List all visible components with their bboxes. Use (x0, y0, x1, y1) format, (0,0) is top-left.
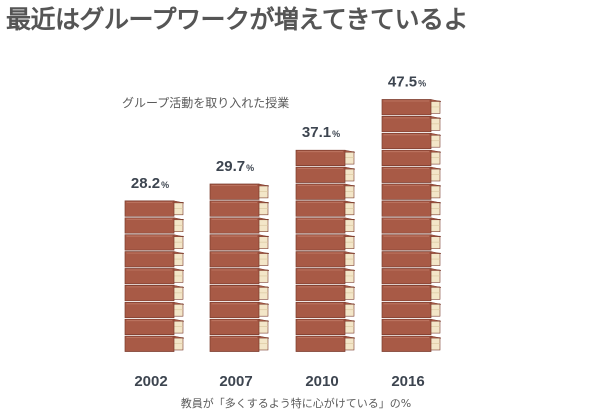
book (295, 200, 356, 217)
book (209, 251, 270, 268)
book (381, 149, 442, 166)
page-title: 最近はグループワークが増えてきているよ (6, 5, 469, 34)
chart-footnote: 教員が「多くするよう特に心がけている」の% (180, 397, 412, 410)
book (209, 234, 270, 251)
book (124, 301, 185, 319)
book (381, 183, 442, 200)
book (124, 318, 185, 335)
book (381, 234, 442, 251)
book (381, 335, 442, 352)
book (295, 149, 356, 166)
book (209, 183, 270, 200)
bar-2010 (295, 149, 356, 352)
value-label-2010: 37.1% (302, 124, 340, 141)
book (295, 251, 356, 268)
book (381, 285, 442, 302)
book (381, 116, 442, 133)
book (381, 200, 442, 217)
book (381, 251, 442, 268)
bar-2007 (209, 183, 270, 352)
tick-label-2016: 2016 (391, 373, 424, 390)
book (295, 301, 356, 319)
book (124, 335, 185, 352)
tick-label-2007: 2007 (219, 373, 252, 390)
tick-label-2002: 2002 (134, 373, 167, 390)
chart-subtitle: グループ活動を取り入れた授業 (122, 96, 290, 110)
book (124, 285, 185, 302)
book (124, 251, 185, 268)
book (381, 217, 442, 234)
book (209, 200, 270, 217)
book (381, 318, 442, 335)
bar-2016 (381, 99, 442, 352)
book (124, 268, 185, 285)
book (295, 318, 356, 335)
book (381, 99, 442, 116)
bar-2002 (124, 200, 185, 352)
book (381, 301, 442, 319)
value-label-2007: 29.7% (216, 158, 254, 175)
book (381, 166, 442, 183)
book (209, 335, 270, 352)
book (124, 217, 185, 234)
book (295, 166, 356, 183)
book (295, 285, 356, 302)
book (295, 335, 356, 352)
book (124, 200, 185, 217)
book (295, 234, 356, 251)
book (209, 268, 270, 285)
book (124, 234, 185, 251)
book (381, 132, 442, 150)
book (209, 217, 270, 234)
book (209, 285, 270, 302)
tick-label-2010: 2010 (305, 373, 338, 390)
book (209, 318, 270, 335)
book (295, 183, 356, 200)
book (295, 217, 356, 234)
value-label-2016: 47.5% (388, 74, 426, 91)
book (209, 301, 270, 319)
book (295, 268, 356, 285)
book (381, 268, 442, 285)
value-label-2002: 28.2% (131, 175, 169, 192)
